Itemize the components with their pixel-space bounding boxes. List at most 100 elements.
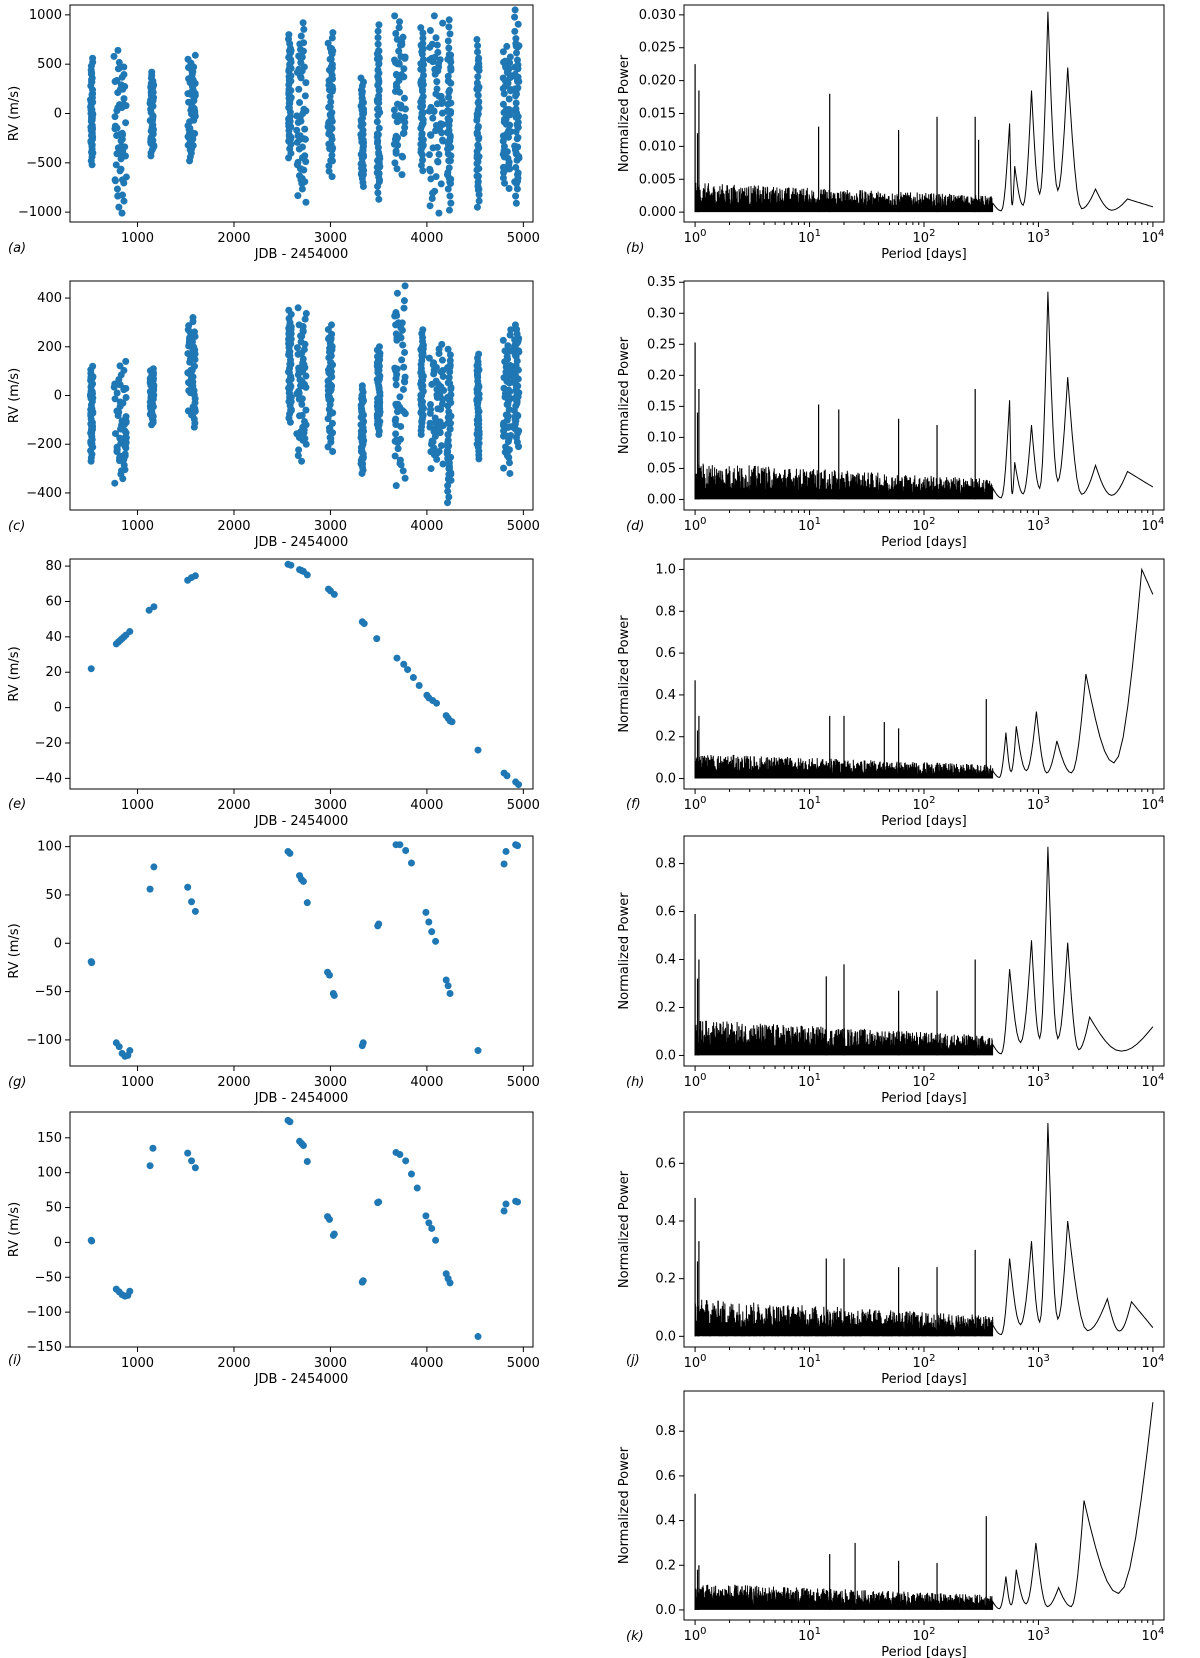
- rv-point: [88, 959, 96, 967]
- y-tick-label: 0: [54, 107, 62, 122]
- rv-point: [419, 156, 427, 164]
- rv-point: [360, 620, 368, 628]
- plot-area-d: [694, 291, 1154, 500]
- rv-point: [395, 24, 403, 32]
- rv-point: [374, 75, 382, 83]
- rv-point: [116, 381, 124, 389]
- rv-point: [393, 289, 401, 297]
- rv-point: [419, 382, 427, 390]
- rv-cluster: [511, 6, 523, 207]
- x-tick-label: 103: [1027, 795, 1050, 813]
- axes-frame: [683, 1111, 1165, 1348]
- rv-point: [409, 674, 417, 682]
- rv-point: [447, 199, 455, 207]
- rv-point: [325, 334, 333, 342]
- rv-point: [474, 1047, 482, 1055]
- rv-point: [285, 389, 293, 397]
- rv-point: [500, 1207, 508, 1215]
- rv-point: [474, 124, 482, 132]
- rv-point: [150, 603, 158, 611]
- axes-frame: [683, 1390, 1165, 1621]
- y-tick-label: 0.25: [647, 337, 676, 352]
- rv-point: [148, 68, 156, 76]
- rv-point: [499, 336, 507, 344]
- rv-point: [511, 6, 519, 14]
- rv-point: [149, 97, 157, 105]
- rv-point: [121, 152, 129, 160]
- rv-point: [287, 94, 295, 102]
- rv-point: [401, 373, 409, 381]
- y-axis-label: Normalized Power: [617, 615, 632, 733]
- rv-point: [285, 119, 293, 127]
- y-tick-label: 0.4: [655, 1214, 676, 1229]
- rv-point: [294, 452, 302, 460]
- rv-point: [191, 92, 199, 100]
- rv-point: [374, 352, 382, 360]
- rv-point: [500, 147, 508, 155]
- rv-cluster: [443, 345, 455, 507]
- rv-cluster: [324, 29, 337, 181]
- rv-point: [432, 34, 440, 42]
- rv-point: [397, 104, 405, 112]
- rv-point: [418, 345, 426, 353]
- rv-point: [116, 85, 124, 93]
- rv-point: [396, 1151, 404, 1159]
- rv-point: [473, 203, 481, 211]
- rv-point: [187, 370, 195, 378]
- y-tick-label: 100: [37, 840, 62, 855]
- rv-point: [499, 48, 507, 56]
- rv-point: [149, 393, 157, 401]
- rv-point: [398, 356, 406, 364]
- periodogram-line: [694, 846, 1154, 1056]
- rv-point: [111, 177, 119, 185]
- y-tick-label: 0.6: [655, 1156, 676, 1171]
- rv-point: [285, 133, 293, 141]
- panel-k: 100 101 102 103 104 0.0 0.2 0.4 0.6 0.8 Period [da…: [617, 1390, 1165, 1658]
- rv-point: [187, 128, 195, 136]
- rv-point: [419, 326, 427, 334]
- x-tick-label: 102: [913, 1353, 936, 1371]
- rv-point: [475, 197, 483, 205]
- rv-point: [444, 345, 452, 353]
- x-tick-label: 100: [684, 1626, 707, 1644]
- rv-point: [189, 141, 197, 149]
- rv-point: [88, 150, 96, 158]
- rv-point: [188, 1157, 196, 1165]
- rv-point: [327, 383, 335, 391]
- x-axis-label: JDB - 2454000: [254, 1091, 349, 1106]
- rv-point: [118, 467, 126, 475]
- rv-point: [118, 176, 126, 184]
- rv-point: [286, 327, 294, 335]
- rv-point: [299, 877, 307, 885]
- rv-point: [427, 448, 435, 456]
- y-tick-label: 400: [37, 291, 62, 306]
- rv-point: [427, 131, 435, 139]
- rv-cluster: [324, 321, 337, 456]
- y-axis-label: Normalized Power: [617, 1170, 632, 1288]
- rv-cluster: [184, 314, 199, 431]
- rv-point: [397, 461, 405, 469]
- rv-point: [391, 12, 399, 20]
- rv-point: [398, 171, 406, 179]
- rv-point: [297, 54, 305, 62]
- x-tick-label: 101: [798, 1626, 821, 1644]
- x-tick-label: 102: [913, 795, 936, 813]
- rv-point: [445, 23, 453, 31]
- x-tick-label: 3000: [314, 519, 347, 534]
- rv-point: [294, 371, 302, 379]
- rv-point: [118, 421, 126, 429]
- rv-point: [88, 372, 96, 380]
- rv-point: [401, 118, 409, 126]
- rv-point: [419, 352, 427, 360]
- rv-point: [418, 131, 426, 139]
- plot-area-b: [694, 11, 1154, 213]
- rv-point: [375, 359, 383, 367]
- rv-cluster: [373, 21, 384, 203]
- rv-point: [500, 109, 508, 117]
- y-tick-label: −150: [26, 1340, 62, 1355]
- rv-point: [503, 68, 511, 76]
- rv-point: [392, 400, 400, 408]
- y-tick-label: 0.015: [639, 107, 676, 122]
- y-tick-label: 0.010: [639, 139, 676, 154]
- y-tick-label: 0.8: [655, 857, 676, 872]
